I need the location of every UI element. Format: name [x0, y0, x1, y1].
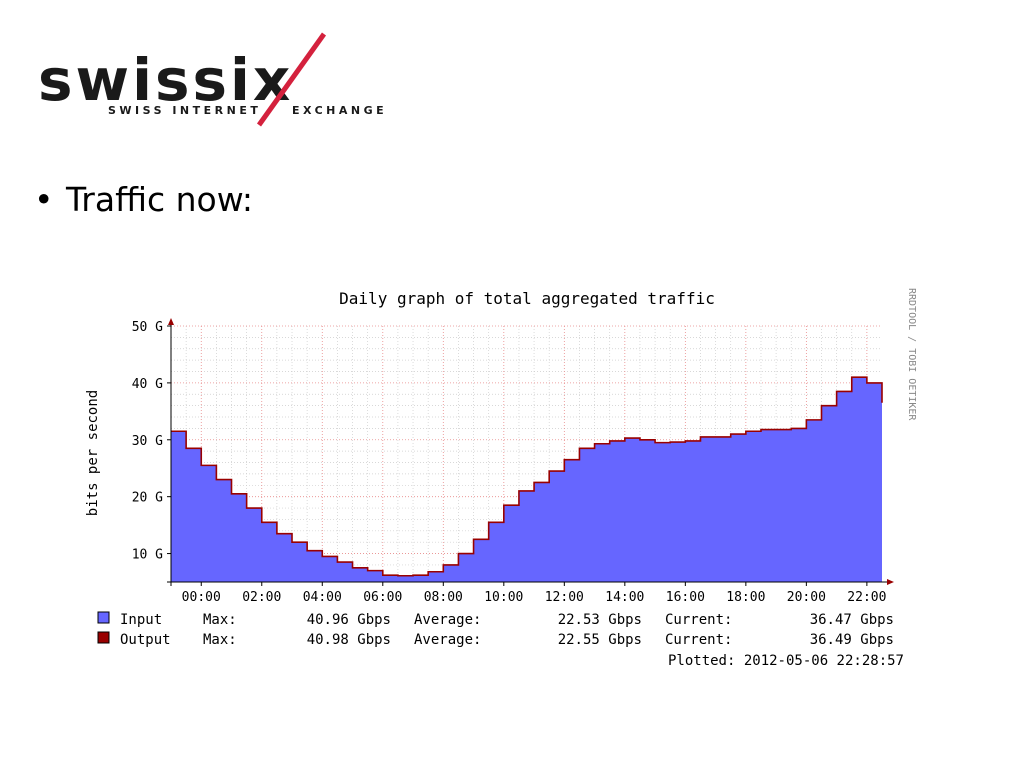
- plotted-timestamp: Plotted: 2012-05-06 22:28:57: [668, 653, 904, 669]
- bullet-item: • Traffic now:: [34, 180, 253, 219]
- logo-tagline-left: SWISS INTERNET: [108, 104, 261, 117]
- y-tick-label: 40 G: [132, 377, 163, 392]
- logo-wordmark: swissix: [38, 46, 293, 114]
- area-layer: [171, 376, 883, 582]
- legend-name: Output: [120, 632, 171, 648]
- legend-avg-label: Average:: [414, 632, 481, 648]
- y-tick-label: 30 G: [132, 434, 163, 449]
- legend: Input Max: 40.96 Gbps Average: 22.53 Gbp…: [97, 611, 904, 669]
- legend-row-input: Input Max: 40.96 Gbps Average: 22.53 Gbp…: [97, 611, 894, 628]
- legend-cur-label: Current:: [665, 612, 732, 628]
- legend-cur-value: 36.49 Gbps: [810, 632, 894, 648]
- x-tick-label: 04:00: [303, 590, 342, 605]
- x-tick-label: 16:00: [666, 590, 705, 605]
- chart-title: Daily graph of total aggregated traffic: [339, 289, 715, 308]
- x-tick-label: 10:00: [484, 590, 523, 605]
- output-series-line: [171, 376, 883, 577]
- x-tick-label: 18:00: [726, 590, 765, 605]
- y-axis-label: bits per second: [85, 390, 101, 516]
- x-tick-label: 02:00: [242, 590, 281, 605]
- legend-name: Input: [120, 612, 162, 628]
- legend-swatch-input: [97, 611, 110, 624]
- y-tick-label: 20 G: [132, 491, 163, 506]
- input-series-area: [171, 377, 882, 582]
- x-tick-label: 14:00: [605, 590, 644, 605]
- x-tick-label: 08:00: [424, 590, 463, 605]
- legend-avg-value: 22.55 Gbps: [558, 632, 642, 648]
- legend-cur-label: Current:: [665, 632, 732, 648]
- bullet-symbol: •: [34, 180, 54, 219]
- legend-max-label: Max:: [203, 632, 237, 648]
- legend-avg-label: Average:: [414, 612, 481, 628]
- logo-tagline-right: EXCHANGE: [292, 104, 387, 117]
- x-tick-label: 12:00: [545, 590, 584, 605]
- logo-slash: [256, 32, 327, 127]
- swissix-logo: swissix SWISS INTERNET EXCHANGE: [38, 32, 387, 127]
- x-axis-arrow: [887, 579, 894, 585]
- rrdtool-watermark: RRDTOOL / TOBI OETIKER: [906, 288, 917, 421]
- y-tick-labels: 50 G 40 G 30 G 20 G 10 G: [132, 320, 171, 563]
- x-tick-label: 22:00: [847, 590, 886, 605]
- y-tick-label: 10 G: [132, 548, 163, 563]
- legend-row-output: Output Max: 40.98 Gbps Average: 22.55 Gb…: [97, 631, 894, 648]
- legend-max-label: Max:: [203, 612, 237, 628]
- legend-avg-value: 22.53 Gbps: [558, 612, 642, 628]
- x-tick-label: 20:00: [787, 590, 826, 605]
- axes-layer: [167, 318, 894, 586]
- x-tick-label: 06:00: [363, 590, 402, 605]
- legend-swatch-output: [97, 631, 110, 644]
- y-axis-arrow: [168, 318, 174, 325]
- legend-max-value: 40.96 Gbps: [307, 612, 391, 628]
- legend-cur-value: 36.47 Gbps: [810, 612, 894, 628]
- bullet-text: Traffic now:: [66, 180, 254, 219]
- y-tick-label: 50 G: [132, 320, 163, 335]
- legend-max-value: 40.98 Gbps: [307, 632, 391, 648]
- x-tick-label: 00:00: [182, 590, 221, 605]
- x-tick-labels: 00:00 02:00 04:00 06:00 08:00 10:00 12:00 14:00…: [182, 582, 886, 605]
